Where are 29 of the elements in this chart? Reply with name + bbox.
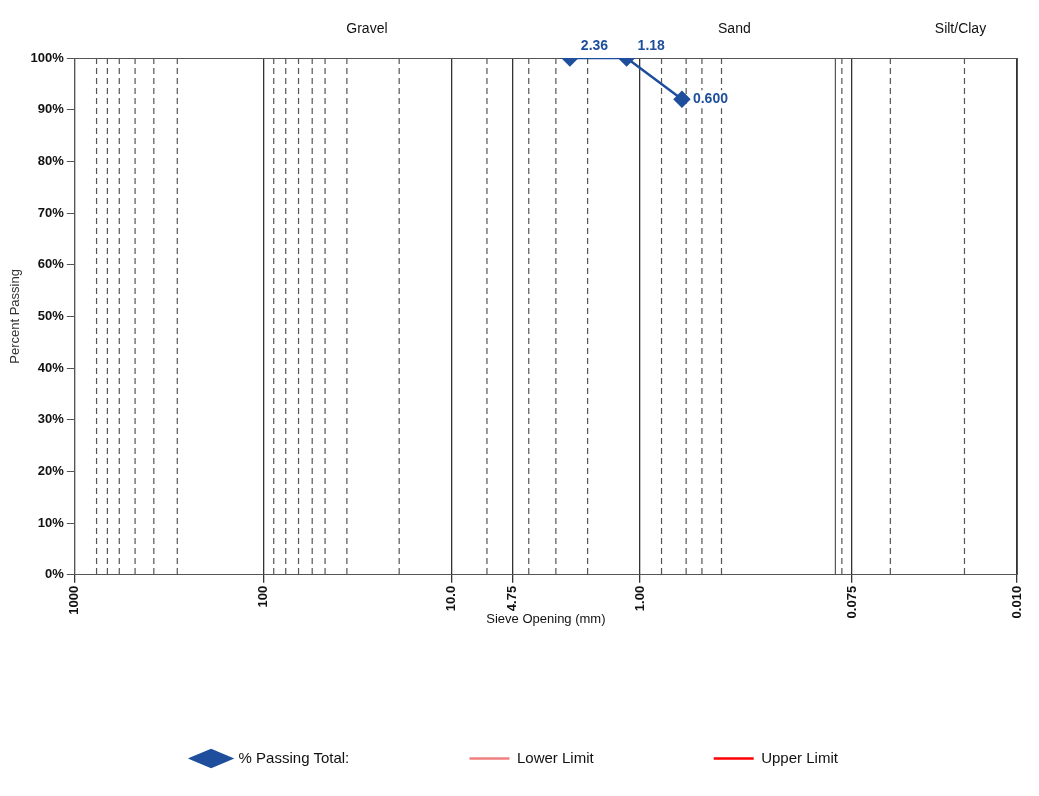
text: Gravel xyxy=(346,19,388,36)
y-tick-label: 0% xyxy=(45,566,65,582)
annotation: 0.600 xyxy=(692,90,729,107)
x-tick-label: 0.010 xyxy=(1008,585,1024,619)
x-tick-label: 10.0 xyxy=(443,585,459,612)
annotation: 1.18 xyxy=(637,36,666,53)
y-axis-title: Percent Passing xyxy=(7,269,23,364)
x-tick-label: 4.75 xyxy=(504,585,520,612)
y-tick-label: 50% xyxy=(37,308,65,324)
y-tick-label: 40% xyxy=(37,359,65,375)
y-tick-label: 80% xyxy=(37,152,65,168)
legend-label: Lower Limit xyxy=(517,748,595,766)
legend-label: Upper Limit xyxy=(761,748,839,766)
text: Silt/Clay xyxy=(934,19,987,36)
x-tick-label: 0.075 xyxy=(843,585,859,619)
y-tick-label: 70% xyxy=(37,204,65,220)
x-tick-label: 1000 xyxy=(66,585,82,615)
y-tick-label: 30% xyxy=(37,411,65,427)
x-tick-label: 100 xyxy=(254,585,270,608)
legend-label: % Passing Total: xyxy=(238,748,350,766)
annotation: 2.36 xyxy=(580,36,609,53)
y-tick-label: 90% xyxy=(37,101,65,117)
text: Sand xyxy=(718,19,751,36)
y-tick-label: 20% xyxy=(37,463,65,479)
x-tick-label: 1.00 xyxy=(631,585,647,612)
y-tick-label: 100% xyxy=(30,49,65,65)
x-axis-title: Sieve Opening (mm) xyxy=(486,610,606,626)
y-tick-label: 60% xyxy=(37,256,65,272)
y-tick-label: 10% xyxy=(37,514,65,530)
